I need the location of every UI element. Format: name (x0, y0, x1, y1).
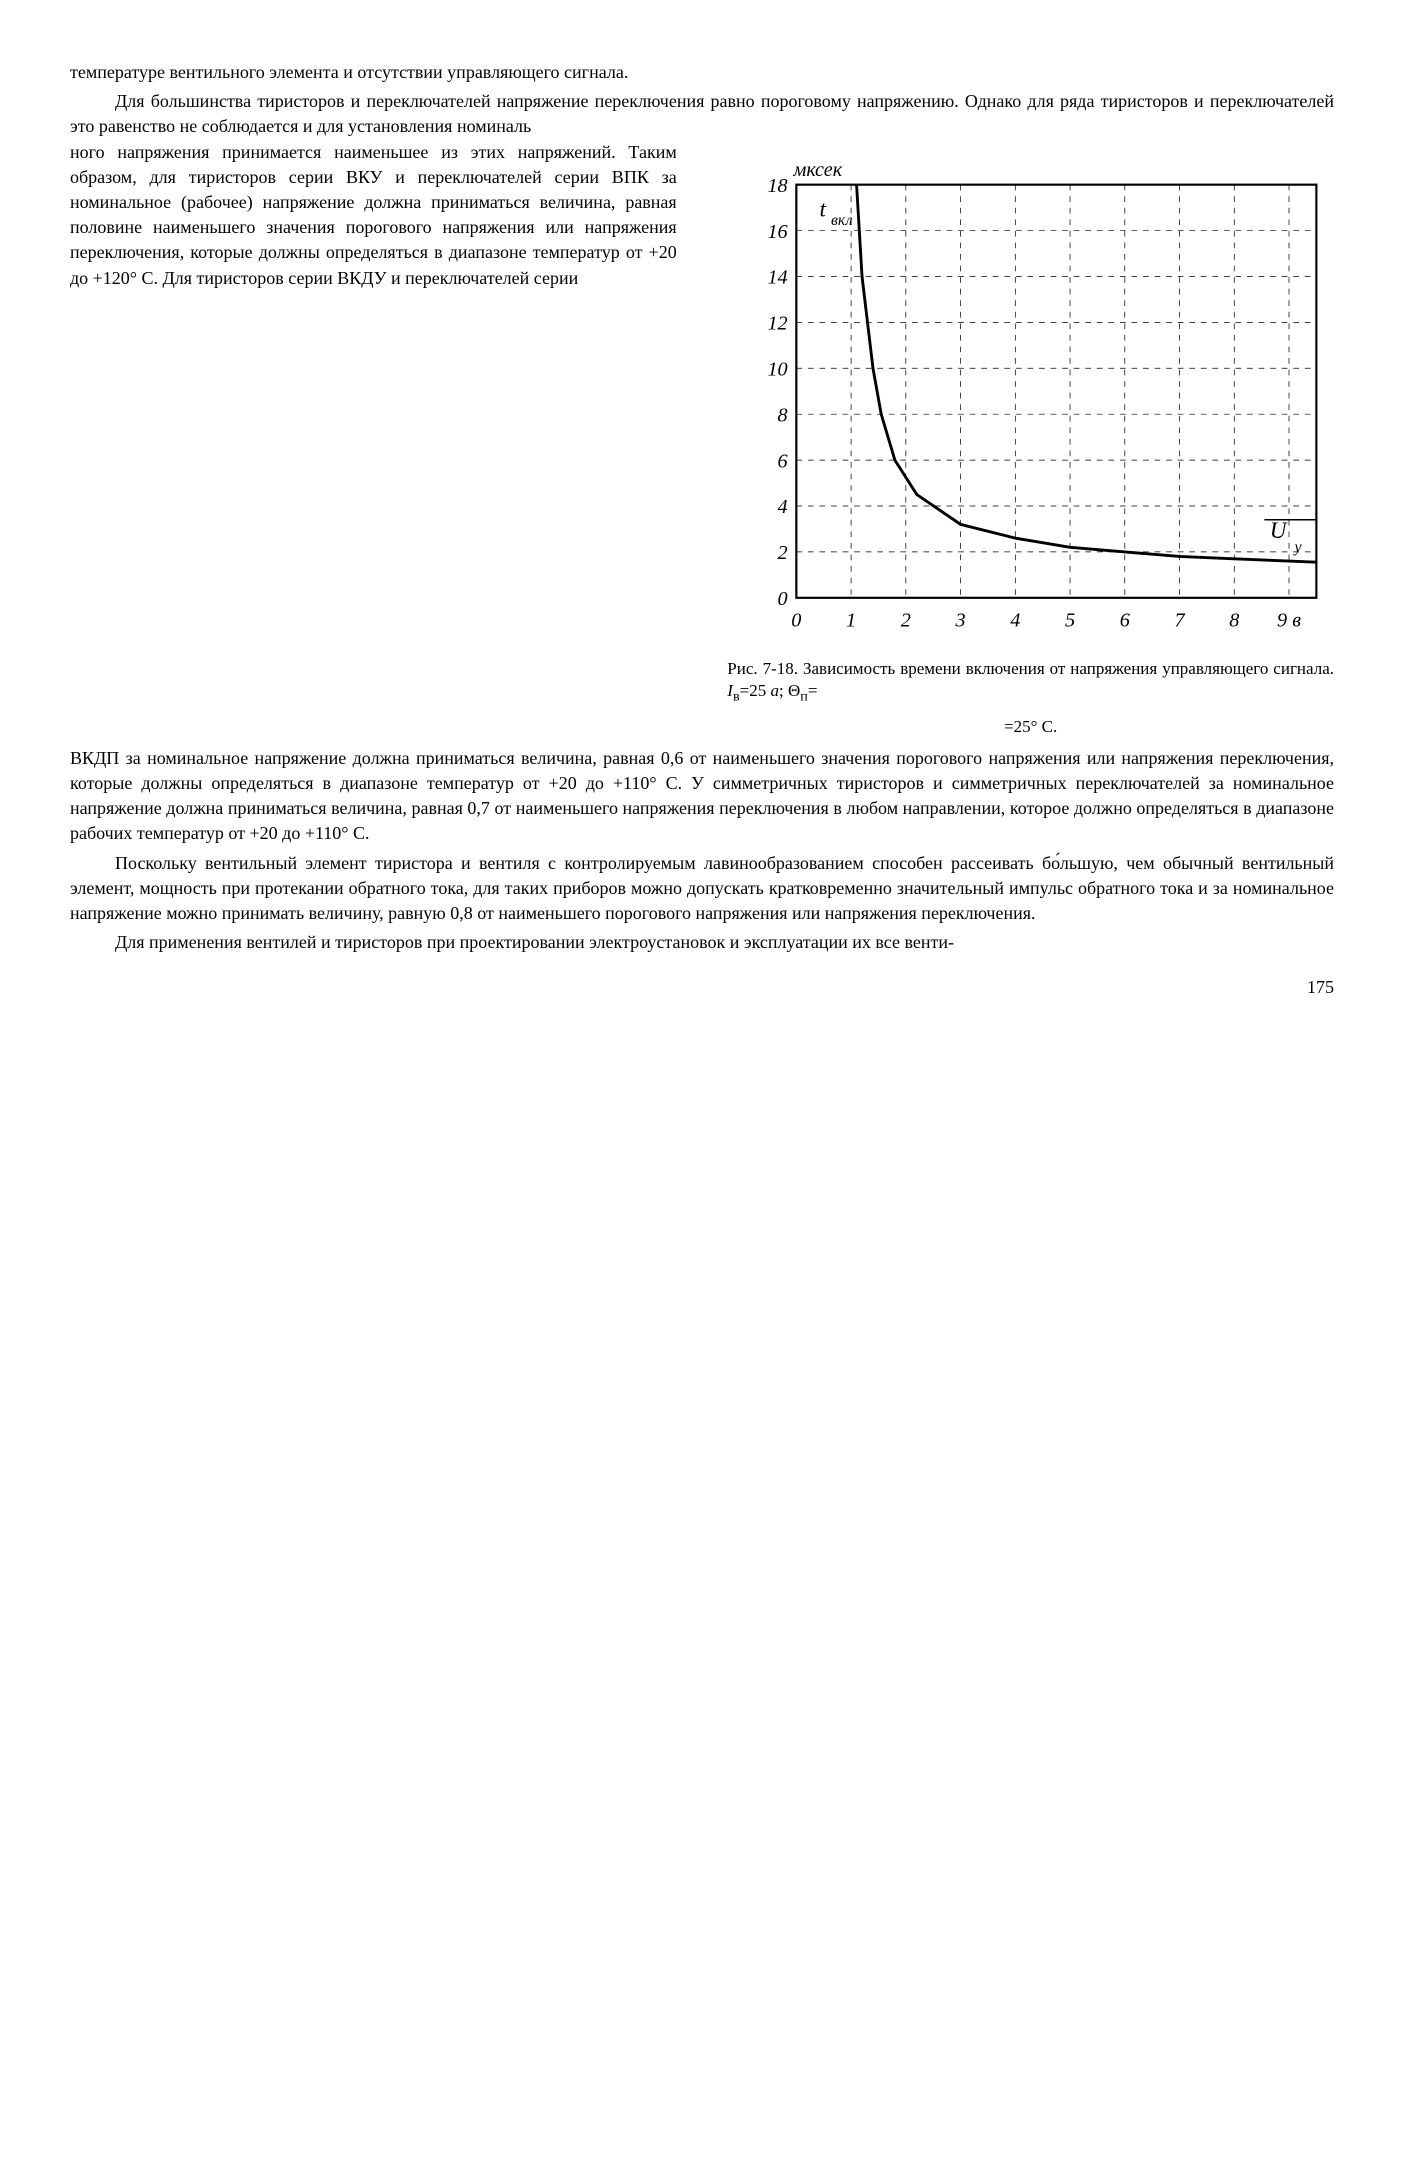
svg-text:0: 0 (778, 588, 788, 610)
page-number: 175 (70, 975, 1334, 1000)
wrap-right-figure: 0246810121416180123456789 вмксекtвклUу Р… (727, 140, 1334, 742)
wrap-section: ного напряжения принимается наименьшее и… (70, 140, 1334, 742)
paragraph-5: Поскольку вентильный элемент тиристора и… (70, 851, 1334, 927)
caption-eq2: = (808, 681, 818, 700)
svg-text:12: 12 (768, 312, 788, 334)
svg-text:14: 14 (768, 266, 788, 288)
wrap-left-text: ного напряжения принимается наименьшее и… (70, 140, 677, 291)
svg-text:4: 4 (1011, 609, 1021, 631)
svg-text:9 в: 9 в (1277, 609, 1301, 631)
svg-text:0: 0 (792, 609, 802, 631)
paragraph-1: температуре вентильного элемента и отсут… (70, 60, 1334, 85)
svg-text:8: 8 (1229, 609, 1239, 631)
paragraph-6: Для применения вентилей и тиристоров при… (70, 930, 1334, 955)
svg-text:3: 3 (955, 609, 966, 631)
svg-text:у: у (1293, 538, 1303, 555)
svg-text:18: 18 (768, 174, 788, 196)
svg-text:вкл: вкл (831, 212, 853, 229)
svg-text:8: 8 (778, 404, 788, 426)
svg-text:1: 1 (846, 609, 856, 631)
figure-caption: Рис. 7-18. Зависимость времени включения… (727, 658, 1334, 706)
figure-caption-2: =25° С. (727, 716, 1334, 738)
caption-p-sub: п (800, 688, 808, 704)
svg-text:5: 5 (1065, 609, 1075, 631)
svg-text:6: 6 (1120, 609, 1131, 631)
svg-text:2: 2 (778, 542, 788, 564)
svg-text:7: 7 (1175, 609, 1186, 631)
svg-text:мксек: мксек (793, 159, 843, 181)
paragraph-4: ВКДП за номинальное напряжение должна пр… (70, 746, 1334, 847)
caption-a: а (770, 681, 779, 700)
svg-text:16: 16 (768, 220, 789, 242)
caption-iv-sub: в (733, 688, 740, 704)
svg-text:t: t (820, 195, 827, 221)
caption-sep: ; Θ (779, 681, 800, 700)
svg-text:10: 10 (768, 358, 788, 380)
svg-text:4: 4 (778, 496, 788, 518)
svg-text:U: U (1270, 517, 1288, 543)
caption-text: Рис. 7-18. Зависимость времени включения… (727, 659, 1334, 678)
chart-svg: 0246810121416180123456789 вмксекtвклUу (727, 150, 1334, 641)
figure-7-18-chart: 0246810121416180123456789 вмксекtвклUу (727, 150, 1334, 648)
caption-eq1: =25 (740, 681, 771, 700)
svg-text:6: 6 (778, 450, 789, 472)
paragraph-2: Для большинства тиристоров и переключате… (70, 89, 1334, 139)
svg-text:2: 2 (901, 609, 911, 631)
